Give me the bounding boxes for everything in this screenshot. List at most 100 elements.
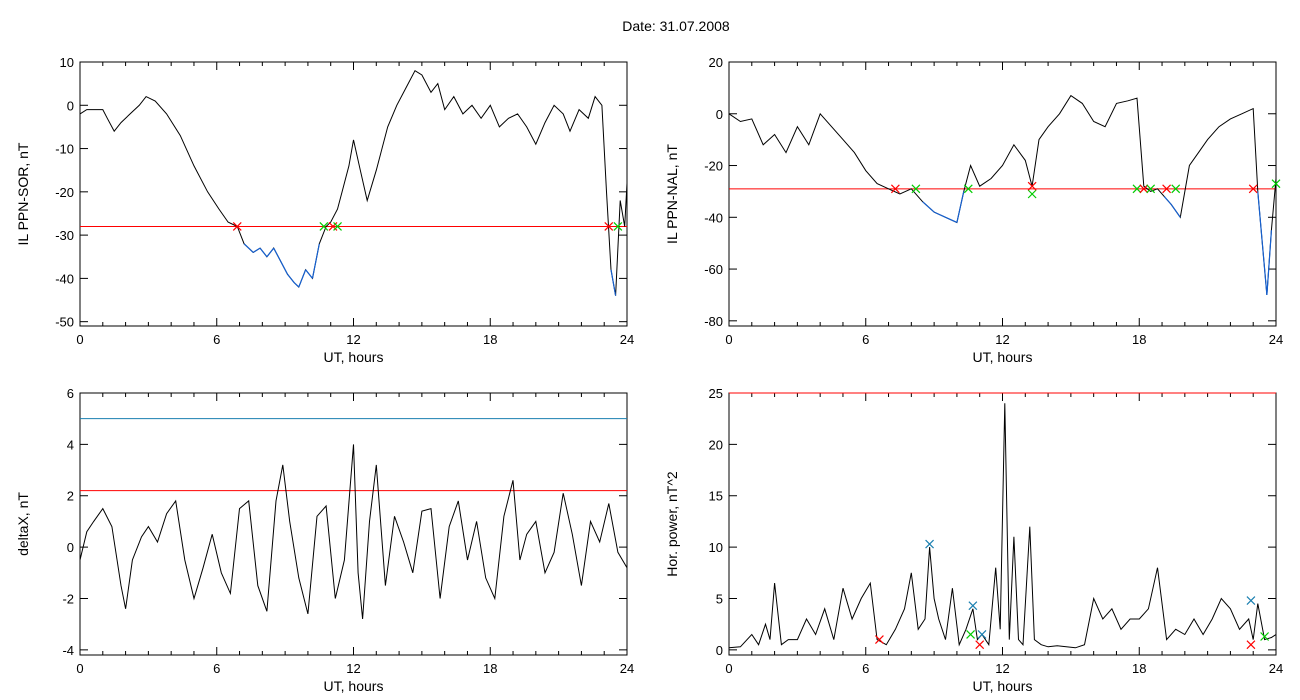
page-title: Date: 31.07.2008 <box>622 18 730 34</box>
x-tick-label: 18 <box>1132 661 1146 676</box>
cross-marker <box>968 601 978 611</box>
y-tick-label: -20 <box>55 185 74 200</box>
below-threshold-segment <box>280 260 288 275</box>
y-tick-label: 0 <box>716 107 723 122</box>
y-tick-label: 0 <box>716 643 723 658</box>
x-tick-label: 0 <box>76 332 83 347</box>
cross-marker <box>1027 181 1037 191</box>
cross-marker <box>911 184 921 194</box>
cross-marker <box>890 184 900 194</box>
panel-hor-power: 0 6 12 18 24 0 5 10 15 20 25 UT, hours Hor. power, n… <box>664 386 1283 694</box>
y-tick-label: 10 <box>60 55 74 70</box>
x-tick-label: 12 <box>995 661 1009 676</box>
x-tick-label: 24 <box>620 332 634 347</box>
x-tick-label: 6 <box>213 661 220 676</box>
x-tick-label: 12 <box>346 661 360 676</box>
series-line <box>79 444 628 620</box>
below-threshold-segment <box>956 191 965 223</box>
below-threshold-segment <box>610 269 617 296</box>
cross-marker <box>1132 184 1142 194</box>
x-tick-label: 0 <box>76 661 83 676</box>
y-tick-label: 15 <box>709 489 723 504</box>
x-tick-label: 12 <box>995 332 1009 347</box>
x-tick-label: 6 <box>862 661 869 676</box>
y-tick-label: -30 <box>55 228 74 243</box>
y-axis-label: IL PPN-NAL, nT <box>664 144 680 244</box>
y-tick-label: 6 <box>67 386 74 401</box>
x-tick-label: 24 <box>1269 661 1283 676</box>
cross-marker <box>963 184 973 194</box>
cross-marker <box>1171 184 1181 194</box>
y-tick-label: 0 <box>67 98 74 113</box>
panel-il-ppn-sor: 0 6 12 18 24 10 0 -10 -20 -30 -40 -50 UT, hours IL PP… <box>15 55 634 365</box>
y-tick-label: -80 <box>704 314 723 329</box>
plot-frame <box>79 392 628 656</box>
y-tick-label: 0 <box>67 540 74 555</box>
below-threshold-segment <box>298 269 307 288</box>
x-tick-label: 18 <box>483 661 497 676</box>
x-axis-label: UT, hours <box>324 678 384 694</box>
x-tick-label: 0 <box>725 332 732 347</box>
y-tick-label: -40 <box>55 271 74 286</box>
below-threshold-segment <box>945 216 958 224</box>
y-axis-label: Hor. power, nT^2 <box>664 471 680 577</box>
x-tick-label: 24 <box>1269 332 1283 347</box>
panel-deltax: 0 6 12 18 24 6 4 2 0 -2 -4 UT, hours deltaX, nT <box>15 386 634 694</box>
below-threshold-segment <box>243 243 254 253</box>
below-threshold-segment <box>1163 196 1172 205</box>
y-tick-label: -4 <box>62 643 74 658</box>
y-axis-label: deltaX, nT <box>15 492 31 556</box>
y-tick-label: 2 <box>67 489 74 504</box>
cross-marker <box>1146 184 1156 194</box>
plot-frame <box>79 61 628 327</box>
below-threshold-segment <box>266 247 275 258</box>
x-tick-label: 18 <box>483 332 497 347</box>
cross-marker <box>1139 184 1149 194</box>
below-threshold-segment <box>922 201 935 213</box>
cross-marker <box>977 630 987 639</box>
below-threshold-segment <box>1261 243 1268 295</box>
cross-marker <box>333 222 342 231</box>
cross-marker <box>966 630 976 639</box>
x-axis-label: UT, hours <box>324 349 384 365</box>
below-threshold-segment <box>311 243 320 279</box>
x-axis-label: UT, hours <box>973 678 1033 694</box>
cross-marker <box>1271 179 1281 189</box>
x-tick-label: 18 <box>1132 332 1146 347</box>
cross-marker <box>1027 189 1037 199</box>
y-tick-label: -10 <box>55 142 74 157</box>
below-threshold-segment <box>933 211 946 218</box>
x-tick-label: 24 <box>620 661 634 676</box>
y-tick-label: 20 <box>709 437 723 452</box>
below-threshold-segment <box>286 273 295 284</box>
y-axis-label: IL PPN-SOR, nT <box>15 142 31 245</box>
below-threshold-segment <box>1257 191 1263 244</box>
cross-marker <box>613 222 623 231</box>
x-axis-label: UT, hours <box>973 349 1033 365</box>
series-line <box>728 403 1277 649</box>
cross-marker <box>875 635 884 645</box>
cross-marker <box>1246 640 1256 650</box>
cross-marker <box>1260 632 1270 641</box>
y-tick-label: 4 <box>67 437 74 452</box>
x-tick-label: 0 <box>725 661 732 676</box>
y-tick-label: -2 <box>62 591 74 606</box>
y-tick-label: 5 <box>716 591 723 606</box>
cross-marker <box>975 640 985 650</box>
below-threshold-segment <box>252 247 261 253</box>
x-tick-label: 6 <box>862 332 869 347</box>
below-threshold-segment <box>1266 230 1273 295</box>
cross-marker <box>319 222 329 231</box>
y-tick-label: 20 <box>709 55 723 70</box>
cross-marker <box>1162 184 1172 194</box>
cross-marker <box>925 539 934 549</box>
cross-marker <box>232 222 242 231</box>
series-line <box>728 94 1277 295</box>
cross-marker <box>604 222 614 231</box>
series-line <box>79 69 628 296</box>
below-threshold-segment <box>293 282 300 288</box>
below-threshold-segment <box>259 247 268 258</box>
y-tick-label: -40 <box>704 210 723 225</box>
y-tick-label: -50 <box>55 315 74 330</box>
